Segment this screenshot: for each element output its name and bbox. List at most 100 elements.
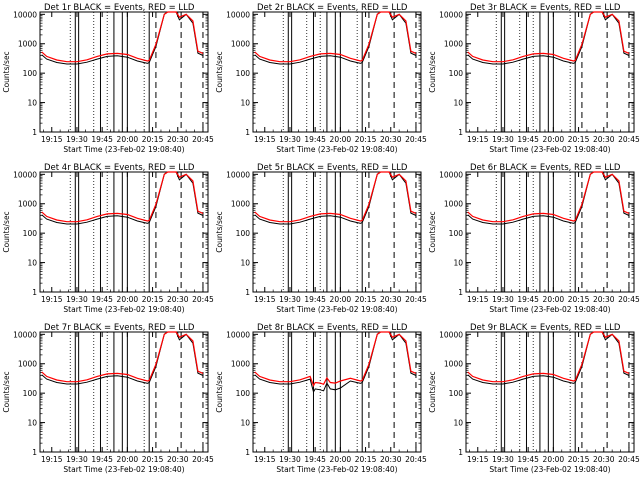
plot-frame bbox=[252, 331, 422, 453]
y-tick-label: 10 bbox=[240, 99, 250, 108]
y-tick-label: 100 bbox=[23, 229, 38, 238]
events-series-line bbox=[467, 331, 630, 385]
y-tick-label: 1 bbox=[245, 288, 250, 297]
x-tick-label: 20:00 bbox=[543, 455, 565, 464]
y-tick-label: 10 bbox=[240, 259, 250, 268]
y-tick-label: 1000 bbox=[444, 40, 463, 49]
y-tick-label: 1 bbox=[32, 128, 37, 137]
y-tick-label: 100 bbox=[23, 389, 38, 398]
y-axis-label: Counts/sec bbox=[428, 51, 437, 92]
y-tick-label: 10 bbox=[27, 99, 37, 108]
x-tick-label: 20:45 bbox=[405, 295, 427, 304]
chart-panel: 1 10 100 1000 10000 19:15 19:30 19:45 20:00 20:15… bbox=[2, 3, 214, 154]
y-tick-label: 10000 bbox=[13, 10, 37, 19]
x-tick-label: 20:30 bbox=[167, 295, 189, 304]
x-tick-label: 20:45 bbox=[405, 455, 427, 464]
x-tick-label: 19:30 bbox=[66, 135, 88, 144]
plot-frame bbox=[252, 11, 422, 133]
y-tick-label: 1 bbox=[458, 288, 463, 297]
x-tick-label: 19:15 bbox=[467, 295, 489, 304]
x-tick-label: 19:45 bbox=[517, 295, 539, 304]
x-tick-label: 20:45 bbox=[192, 135, 214, 144]
y-tick-label: 100 bbox=[449, 69, 464, 78]
y-tick-label: 100 bbox=[236, 229, 251, 238]
lld-series-line bbox=[254, 171, 417, 223]
x-tick-label: 19:30 bbox=[279, 135, 301, 144]
x-tick-label: 19:45 bbox=[91, 295, 113, 304]
x-tick-label: 19:15 bbox=[41, 455, 63, 464]
y-tick-label: 10 bbox=[453, 419, 463, 428]
x-tick-label: 20:30 bbox=[380, 295, 402, 304]
y-axis-label: Counts/sec bbox=[2, 211, 11, 252]
x-tick-label: 20:45 bbox=[405, 135, 427, 144]
y-tick-label: 10 bbox=[27, 419, 37, 428]
y-tick-label: 10000 bbox=[13, 170, 37, 179]
y-tick-label: 10000 bbox=[226, 330, 250, 339]
chart-panel: 1 10 100 1000 10000 19:15 19:30 19:45 20:00 20:15… bbox=[215, 323, 427, 474]
plot-frame bbox=[465, 11, 635, 133]
x-tick-label: 19:15 bbox=[254, 295, 276, 304]
y-axis-label: Counts/sec bbox=[215, 371, 224, 412]
x-tick-label: 20:45 bbox=[192, 295, 214, 304]
chart-title: Det 7r BLACK = Events, RED = LLD bbox=[44, 323, 195, 333]
y-tick-label: 1000 bbox=[231, 200, 250, 209]
y-tick-label: 1 bbox=[458, 128, 463, 137]
y-axis-label: Counts/sec bbox=[428, 211, 437, 252]
x-axis-label: Start Time (23-Feb-02 19:08:40) bbox=[63, 145, 184, 154]
events-series-line bbox=[41, 11, 204, 65]
x-tick-label: 19:15 bbox=[467, 455, 489, 464]
y-axis-label: Counts/sec bbox=[215, 211, 224, 252]
x-tick-label: 20:15 bbox=[568, 135, 590, 144]
y-tick-label: 10000 bbox=[439, 330, 463, 339]
x-tick-label: 19:30 bbox=[279, 295, 301, 304]
chart-title: Det 6r BLACK = Events, RED = LLD bbox=[470, 163, 621, 173]
plot-frame bbox=[465, 171, 635, 293]
y-tick-label: 1000 bbox=[18, 360, 37, 369]
x-tick-label: 20:00 bbox=[543, 135, 565, 144]
chart-panel: 1 10 100 1000 10000 19:15 19:30 19:45 20:00 20:15… bbox=[215, 163, 427, 314]
x-tick-label: 20:00 bbox=[543, 295, 565, 304]
x-tick-label: 20:00 bbox=[117, 455, 139, 464]
x-tick-label: 19:15 bbox=[41, 295, 63, 304]
y-tick-label: 1000 bbox=[444, 200, 463, 209]
events-series-line bbox=[467, 171, 630, 225]
x-tick-label: 19:45 bbox=[304, 295, 326, 304]
y-tick-label: 100 bbox=[236, 69, 251, 78]
y-axis-label: Counts/sec bbox=[2, 371, 11, 412]
x-tick-label: 20:15 bbox=[355, 455, 377, 464]
y-tick-label: 1000 bbox=[444, 360, 463, 369]
x-axis-label: Start Time (23-Feb-02 19:08:40) bbox=[276, 305, 397, 314]
events-series-line bbox=[41, 331, 204, 385]
y-tick-label: 100 bbox=[236, 389, 251, 398]
x-tick-label: 20:00 bbox=[330, 455, 352, 464]
x-tick-label: 19:15 bbox=[254, 455, 276, 464]
plot-frame bbox=[39, 11, 209, 133]
x-tick-label: 20:15 bbox=[142, 135, 164, 144]
x-axis-label: Start Time (23-Feb-02 19:08:40) bbox=[489, 305, 610, 314]
x-tick-label: 20:30 bbox=[593, 135, 615, 144]
x-tick-label: 19:45 bbox=[517, 455, 539, 464]
lld-series-line bbox=[467, 331, 630, 383]
chart-title: Det 4r BLACK = Events, RED = LLD bbox=[44, 163, 195, 173]
y-tick-label: 100 bbox=[449, 389, 464, 398]
plot-frame bbox=[252, 171, 422, 293]
x-tick-label: 19:15 bbox=[467, 135, 489, 144]
x-tick-label: 19:30 bbox=[66, 455, 88, 464]
x-tick-label: 19:30 bbox=[279, 455, 301, 464]
x-axis-label: Start Time (23-Feb-02 19:08:40) bbox=[63, 305, 184, 314]
y-tick-label: 10000 bbox=[226, 170, 250, 179]
plot-frame bbox=[39, 171, 209, 293]
events-series-line bbox=[254, 171, 417, 225]
lld-series-line bbox=[467, 11, 630, 63]
x-tick-label: 20:15 bbox=[568, 455, 590, 464]
y-tick-label: 10000 bbox=[439, 170, 463, 179]
x-axis-label: Start Time (23-Feb-02 19:08:40) bbox=[63, 465, 184, 474]
y-tick-label: 100 bbox=[449, 229, 464, 238]
y-tick-label: 10 bbox=[27, 259, 37, 268]
y-tick-label: 1 bbox=[32, 288, 37, 297]
y-tick-label: 1000 bbox=[231, 360, 250, 369]
y-tick-label: 1 bbox=[245, 448, 250, 457]
y-tick-label: 10000 bbox=[226, 10, 250, 19]
x-tick-label: 20:45 bbox=[618, 295, 640, 304]
